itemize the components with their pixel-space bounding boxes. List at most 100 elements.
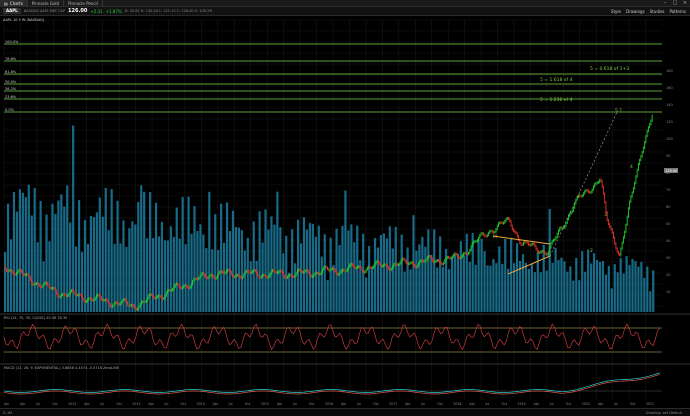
volume-bar (332, 264, 335, 312)
time-axis-label: 2012 (68, 402, 76, 406)
volume-bar (12, 191, 16, 312)
volume-bar (462, 255, 465, 312)
volume-bar (57, 200, 60, 312)
volume-bar (149, 192, 152, 312)
volume-bar (498, 246, 501, 312)
volume-bar (24, 197, 27, 312)
volume-bar (33, 187, 36, 312)
volume-bar (39, 200, 42, 312)
volume-bar (604, 274, 607, 312)
volume-bar (551, 262, 554, 312)
volume-bar (187, 196, 190, 312)
volume-bar (474, 264, 477, 312)
volume-bar (86, 243, 90, 312)
volume-bar (563, 261, 566, 312)
price-axis-label: 70 (666, 188, 670, 192)
chart-area[interactable]: 100.0% 78.6% 61.8% 50.0% 38.2% 23.6% 0.0% 5 = … (0, 16, 690, 408)
volume-bar (199, 224, 202, 312)
volume-bar (36, 242, 39, 312)
volume-bar (394, 226, 397, 312)
volume-bar (427, 229, 430, 312)
volume-bar (151, 238, 155, 312)
volume-bar (249, 261, 252, 312)
volume-bar (545, 270, 548, 312)
volume-bar (282, 253, 285, 312)
volume-bar (471, 233, 474, 312)
volume-bar (649, 291, 652, 312)
volume-bar (515, 243, 519, 312)
volume-bar (146, 238, 149, 312)
volume-bar (231, 210, 235, 312)
fibonacci-levels: 100.0% 78.6% 61.8% 50.0% 38.2% 23.6% 0.0% (4, 40, 662, 113)
drawings-menu[interactable]: Drawings (625, 8, 645, 14)
last-price-marker (664, 168, 678, 173)
volume-bar (592, 253, 596, 312)
volume-bar (285, 235, 288, 312)
volume-bar (350, 224, 353, 312)
volume-bar (205, 248, 208, 312)
symbol-selector[interactable]: AAPL (3, 8, 21, 14)
volume-bar (329, 237, 332, 312)
volume-bar (77, 200, 81, 312)
price-axis: 180160140120100908070605040302010126.00 (664, 69, 678, 294)
volume-bar (60, 194, 63, 312)
volume-bar (400, 234, 403, 312)
minimize-icon[interactable]: – (663, 0, 667, 6)
close-icon[interactable]: × (682, 0, 688, 6)
volume-bar (436, 267, 439, 312)
volume-bar (220, 203, 223, 312)
time-axis-label: Oct (502, 402, 508, 406)
last-price: 126.00 (68, 8, 88, 14)
volume-bar (575, 257, 578, 312)
volume-bar (554, 247, 557, 312)
timeframe-label[interactable]: D-1M (3, 410, 13, 415)
maximize-icon[interactable]: □ (672, 0, 678, 6)
macd-label: MACD (12, 26, 9, EXPONENTIAL) 3.8856 4.4… (4, 366, 119, 370)
volume-bar (450, 256, 454, 312)
price-series (4, 114, 653, 311)
volume-bar (430, 254, 433, 312)
time-axis-label: Jul (420, 402, 425, 406)
price-axis-label: 180 (666, 69, 673, 73)
studies-menu[interactable]: Studies (649, 8, 665, 14)
price-axis-label: 20 (666, 273, 670, 277)
patterns-menu[interactable]: Patterns (669, 8, 686, 14)
volume-bar (184, 244, 187, 312)
volume-bar (270, 216, 273, 312)
fib-label: 100.0% (5, 40, 19, 44)
annotation-label: 5 = 1.236 of 4 (540, 97, 573, 103)
time-axis-label: Apr (341, 402, 347, 406)
time-axis-label: 2016 (325, 402, 333, 406)
tab-charts[interactable]: ▤ Charts (0, 0, 28, 7)
volume-bar (223, 242, 226, 312)
annotation-overlay: 5 = 0.618 of 1+3 5 = 1.618 of 4 5 = 1.236 … (492, 66, 633, 275)
time-axis-label: Oct (373, 402, 379, 406)
volume-bar (643, 277, 646, 312)
status-bar: D-1M Drawing: set Default (0, 408, 690, 416)
time-axis-label: Apr (84, 402, 90, 406)
rsi-line (3, 323, 661, 351)
style-menu[interactable]: Style (610, 8, 621, 14)
tab-pinnacle-gold[interactable]: Pinnacle Gold (28, 0, 65, 7)
time-axis-label: Apr (534, 402, 540, 406)
drawing-set-label[interactable]: Drawing: set Default (645, 410, 682, 415)
time-axis-label: Oct (116, 402, 122, 406)
volume-bar (483, 251, 486, 312)
time-axis-label: Oct (309, 402, 315, 406)
volume-bar (288, 272, 291, 312)
volume-bar (107, 230, 110, 312)
volume-bar (489, 265, 492, 312)
volume-bar (98, 197, 101, 312)
volume-bar (45, 214, 48, 312)
volume-bar (385, 238, 388, 312)
volume-bar (578, 280, 581, 312)
volume-bar (291, 229, 294, 312)
volume-bar (421, 236, 424, 312)
volume-bar (368, 245, 371, 312)
volume-bar (169, 226, 172, 312)
time-axis-label: 2018 (453, 402, 461, 406)
volume-bar (15, 211, 19, 312)
tab-pinnacle-pencil[interactable]: Pinnacle Pencil (64, 0, 103, 7)
volume-bar (69, 222, 72, 312)
volume-bar (160, 221, 164, 312)
